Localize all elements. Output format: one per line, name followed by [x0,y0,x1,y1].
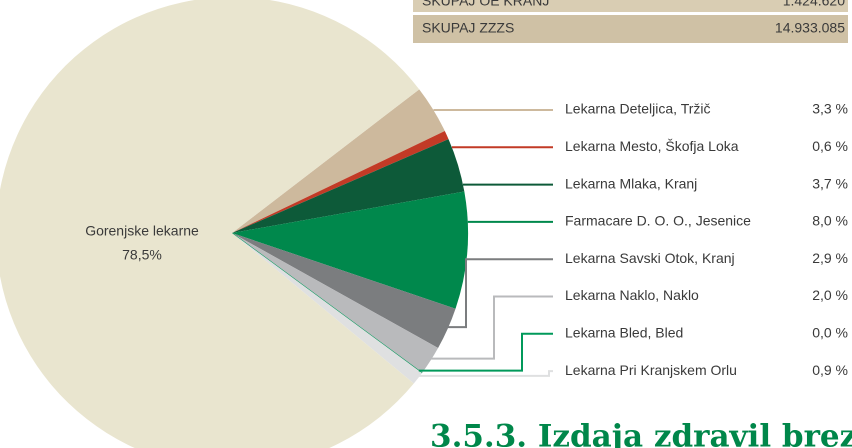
table-row-bg [413,15,848,43]
legend-value: 0,6 % [812,138,848,154]
legend-label: Lekarna Deteljica, Tržič [565,101,711,117]
pie-slice [232,233,423,384]
leader-line [427,295,553,360]
table-cell: 1.424.620 [783,0,845,9]
legend-value: 2,0 % [812,287,848,303]
pie-slice [0,0,420,448]
table-cell: SKUPAJ ZZZS [422,20,514,36]
pie [0,0,469,448]
pie-slice [232,191,469,309]
pie-slice [232,139,465,233]
section-heading: 3.5.3. Izdaja zdravil brez re [430,419,852,448]
legend-value: 0,0 % [812,325,848,341]
table-cell: 14.933.085 [775,20,845,36]
legend-value: 3,3 % [812,101,848,117]
legend-label: Lekarna Mlaka, Kranj [565,175,697,191]
leader-line [414,370,553,377]
legend-value: 3,7 % [812,175,848,191]
table-row-bg [413,0,848,12]
legend-label: Lekarna Naklo, Naklo [565,287,699,303]
legend-value: 2,9 % [812,250,848,266]
pie-slice [232,89,445,233]
slice-label: Gorenjske lekarne [85,223,199,239]
table-cell: SKUPAJ OE KRANJ [422,0,549,9]
legend-label: Lekarna Pri Kranjskem Orlu [565,362,737,378]
legend-label: Lekarna Bled, Bled [565,325,683,341]
pie-slice [232,130,449,233]
leader-line [418,332,553,372]
legend-label: Lekarna Mesto, Škofja Loka [565,138,739,154]
pie-slice [232,233,456,349]
legend-value: 8,0 % [812,213,848,229]
legend-label: Farmacare D. O. O., Jesenice [565,213,751,229]
legend-value: 0,9 % [812,362,848,378]
pie-slice [232,233,439,373]
slice-value-label: 78,5% [122,247,162,263]
legend-label: Lekarna Savski Otok, Kranj [565,250,735,266]
leader-line [444,258,553,329]
